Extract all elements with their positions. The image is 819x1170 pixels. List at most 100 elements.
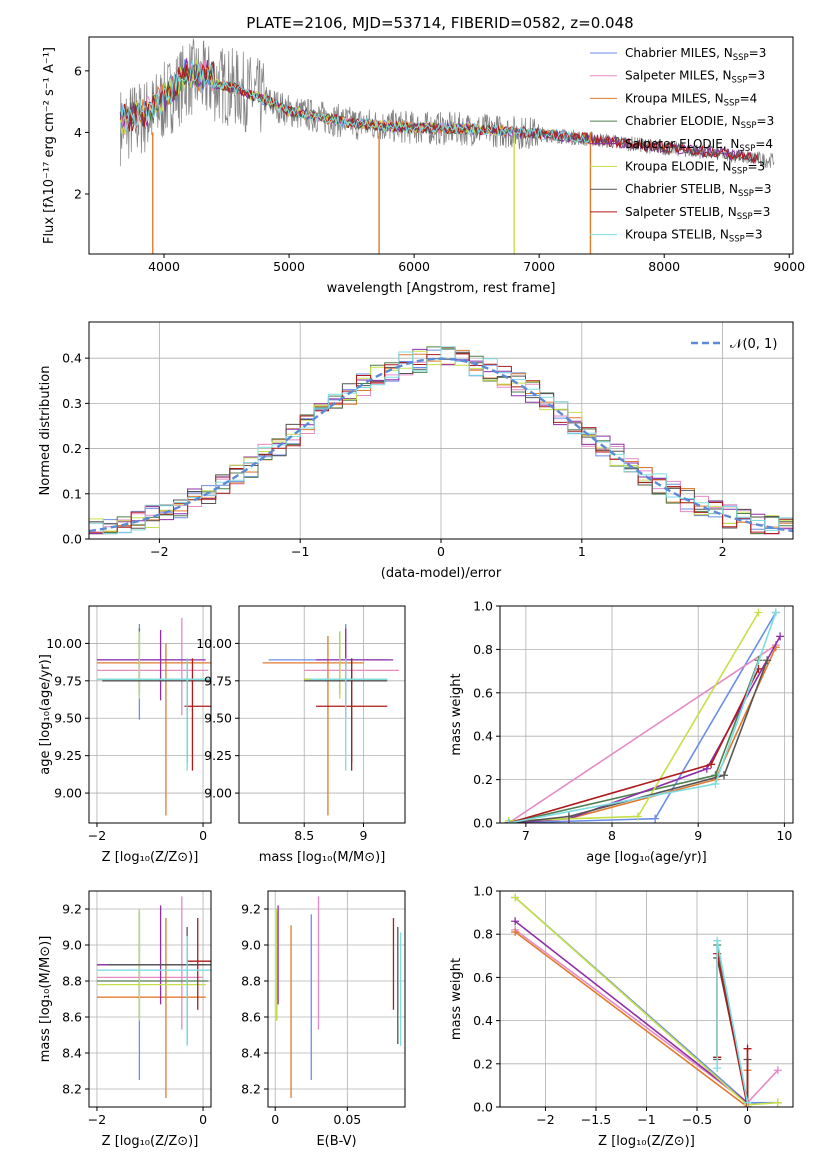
mass-weight-marker xyxy=(504,819,513,823)
legend-subscript: SSP xyxy=(738,189,754,199)
y-tick-label: 9.2 xyxy=(62,902,82,917)
y-tick-label: 9.0 xyxy=(241,938,261,953)
x-tick-label: −2 xyxy=(88,828,106,843)
legend-entry: Chabrier ELODIE, NSSP=3 xyxy=(625,114,774,131)
legend-subscript: SSP xyxy=(737,212,753,222)
axes-frame xyxy=(267,890,406,1108)
plot-area xyxy=(119,38,775,254)
mass-weight-line xyxy=(508,644,777,823)
x-axis-label: age [log₁₀(age/yr)] xyxy=(586,850,707,865)
y-tick-label: 0.6 xyxy=(473,685,493,700)
y-tick-label: 8.6 xyxy=(241,1010,261,1025)
x-tick-label: 9000 xyxy=(773,259,805,274)
legend-entry: Salpeter MILES, NSSP=3 xyxy=(625,69,765,86)
y-tick-label: 0.0 xyxy=(473,816,493,831)
x-axis-label: mass [log₁₀(M/M⊙)] xyxy=(259,850,386,865)
y-tick-label: 0.8 xyxy=(473,642,493,657)
x-tick-label: −2 xyxy=(536,1112,554,1127)
x-axis-label: Z [log₁₀(Z/Z⊙)] xyxy=(598,1134,695,1149)
legend-entry: Kroupa ELODIE, NSSP=3 xyxy=(625,160,765,177)
legend-ssp-count: =3 xyxy=(745,228,763,242)
x-tick-label: −0.5 xyxy=(682,1112,712,1127)
y-tick-label: 0.2 xyxy=(473,1056,493,1071)
plot-area xyxy=(96,896,211,1098)
x-tick-label: 8 xyxy=(608,828,616,843)
legend-entry: Chabrier MILES, NSSP=3 xyxy=(625,46,766,63)
mass-weight-marker xyxy=(511,893,520,902)
mass-weight-marker xyxy=(776,632,785,641)
y-tick-label: 0.0 xyxy=(473,1100,493,1115)
x-tick-label: −1.5 xyxy=(581,1112,611,1127)
x-tick-label: 6000 xyxy=(398,259,430,274)
normal-distribution-curve xyxy=(89,357,793,533)
mass-weight-marker xyxy=(651,814,660,823)
x-tick-label: −2 xyxy=(150,544,168,559)
x-tick-label: 0 xyxy=(199,828,207,843)
y-tick-label: 9.0 xyxy=(62,938,82,953)
y-tick-label: 0.3 xyxy=(62,396,82,411)
legend-ssp-count: =3 xyxy=(747,160,765,174)
y-tick-label: 8.4 xyxy=(241,1046,261,1061)
plot-area xyxy=(511,893,782,1107)
y-tick-label: 4 xyxy=(74,125,82,140)
mass-weight-line xyxy=(508,660,768,823)
legend-subscript: SSP xyxy=(729,235,745,245)
y-tick-label: 8.8 xyxy=(62,974,82,989)
mass-weight-marker xyxy=(511,928,520,937)
x-axis-label: (data-model)/error xyxy=(381,566,502,581)
y-tick-label: 0.8 xyxy=(473,927,493,942)
mass-weight-marker xyxy=(773,1066,782,1075)
y-tick-label: 10.00 xyxy=(46,636,82,651)
mass-weight-marker xyxy=(743,1044,752,1053)
mass-weight-marker xyxy=(743,1098,752,1107)
x-tick-label: 9 xyxy=(694,828,702,843)
legend-ssp-count: =4 xyxy=(740,91,758,105)
x-tick-label: 0 xyxy=(271,1112,279,1127)
y-tick-label: 0.0 xyxy=(62,532,82,547)
legend-ssp-count: =3 xyxy=(749,46,767,60)
mass-vs-metallicity-panel: −2 0 8.2 8.4 8.6 8.8 9.0 9.2 Z [log₁₀(Z/Z⊙)] mass… xyxy=(38,890,212,1149)
legend-entry: Kroupa MILES, NSSP=4 xyxy=(625,91,757,108)
y-tick-label: 0.2 xyxy=(62,441,82,456)
y-tick-label: 0.6 xyxy=(473,970,493,985)
legend-subscript: SSP xyxy=(741,121,757,131)
legend-entry: 𝒩(0, 1) xyxy=(730,337,777,352)
x-tick-label: −2 xyxy=(88,1112,106,1127)
axes-frame xyxy=(499,605,794,824)
axes-frame xyxy=(238,605,406,824)
y-tick-label: 1.0 xyxy=(473,599,493,614)
x-tick-label: 7000 xyxy=(523,259,555,274)
legend-entry: Kroupa STELIB, NSSP=3 xyxy=(625,228,763,245)
y-tick-label: 9.00 xyxy=(204,786,232,801)
y-tick-label: 1.0 xyxy=(473,884,493,899)
y-tick-label: 9.75 xyxy=(204,673,232,688)
y-axis-label: mass weight xyxy=(449,673,464,755)
x-tick-label: 5000 xyxy=(273,259,305,274)
y-tick-label: 10.00 xyxy=(196,636,232,651)
model-spectrum-line xyxy=(119,60,592,144)
legend-label: Salpeter MILES, N xyxy=(625,69,732,83)
legend-label: Salpeter ELODIE, N xyxy=(625,137,739,151)
x-tick-label: 0 xyxy=(199,1112,207,1127)
x-axis-label: wavelength [Angstrom, rest frame] xyxy=(327,281,556,296)
mass-weight-marker xyxy=(711,779,720,788)
y-tick-label: 8.2 xyxy=(241,1082,261,1097)
y-tick-label: 9.50 xyxy=(54,711,82,726)
mass-weight-marker xyxy=(771,608,780,617)
mass-weight-marker xyxy=(754,608,763,617)
y-tick-label: 0.1 xyxy=(62,486,82,501)
y-tick-label: 6 xyxy=(74,63,82,78)
massweight-vs-metallicity-panel: −2 −1.5 −1 −0.5 0 0.0 0.2 0.4 0.6 0.8 1.0 Z [log₁₀(… xyxy=(449,884,794,1149)
legend-ssp-count: =4 xyxy=(755,137,773,151)
x-tick-label: 2 xyxy=(719,544,727,559)
y-tick-label: 9.2 xyxy=(241,902,261,917)
legend-entry: Chabrier STELIB, NSSP=3 xyxy=(625,182,772,199)
mass-vs-extinction-panel: 0 0.05 8.2 8.4 8.6 8.8 9.0 9.2 E(B-V) xyxy=(241,890,406,1149)
plot-area xyxy=(262,623,400,816)
legend-entry: Salpeter ELODIE, NSSP=4 xyxy=(625,137,773,154)
y-tick-label: 9.00 xyxy=(54,786,82,801)
y-tick-label: 8.4 xyxy=(62,1046,82,1061)
legend-label: Chabrier MILES, N xyxy=(625,46,733,60)
legend-subscript: SSP xyxy=(732,167,748,177)
legend-label: Chabrier STELIB, N xyxy=(625,182,738,196)
